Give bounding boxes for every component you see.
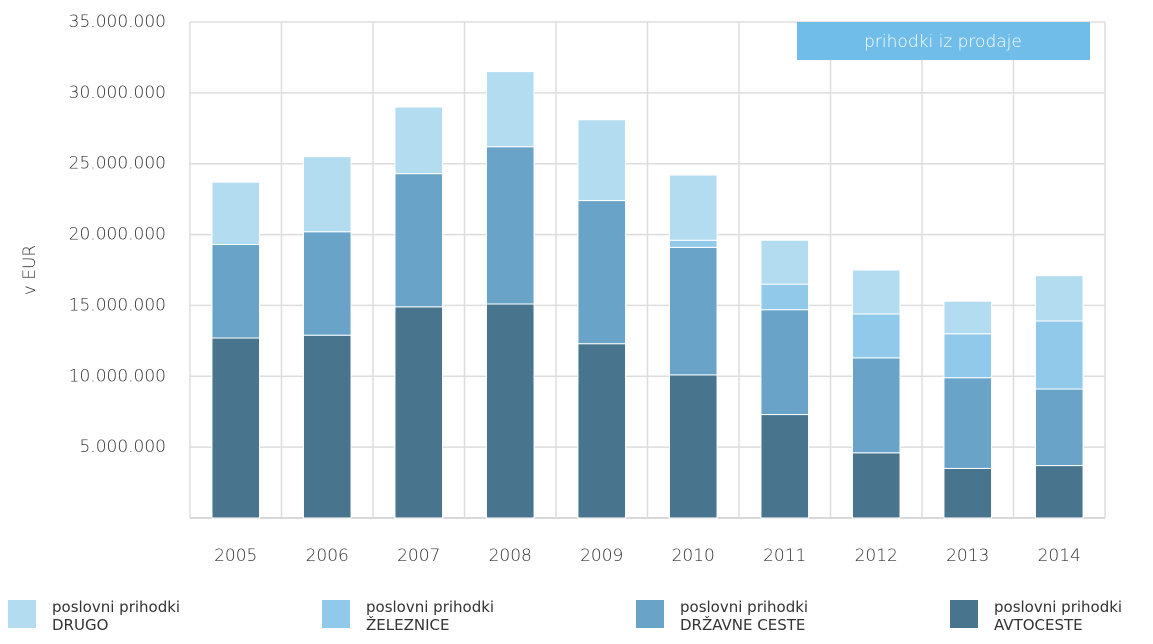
y-tick-label: 30.000.000 — [69, 83, 166, 103]
bar-segment — [851, 269, 901, 315]
bar-segment — [943, 467, 993, 519]
y-tick-label: 20.000.000 — [69, 225, 166, 245]
bar-segment — [485, 71, 535, 148]
bar-segment — [760, 309, 810, 416]
x-tick-label: 2010 — [672, 546, 715, 566]
legend-label: poslovni prihodki DRUGO — [52, 598, 181, 634]
chart: prihodki iz prodaje v EUR 5.000.000 10.00… — [20, 12, 1106, 566]
legend-item: poslovni prihodki DRŽAVNE CESTE — [636, 598, 808, 634]
bar-segment — [943, 377, 993, 469]
legend-swatch — [950, 600, 978, 628]
bar-segment — [668, 374, 718, 519]
bar-segment — [394, 106, 444, 175]
legend-item: poslovni prihodki AVTOCESTE — [950, 598, 1122, 634]
legend: poslovni prihodki DRUGO poslovni prihodki… — [0, 598, 1153, 644]
legend-swatch — [8, 600, 36, 628]
legend-label: poslovni prihodki DRŽAVNE CESTE — [680, 598, 809, 634]
bar-segment — [394, 306, 444, 519]
legend-label: poslovni prihodki ŽELEZNICE — [366, 598, 495, 634]
bar-segment — [485, 303, 535, 519]
legend-swatch — [322, 600, 350, 628]
badge: prihodki iz prodaje — [864, 32, 1022, 52]
bar-segment — [1034, 320, 1084, 390]
bar-segment — [302, 231, 352, 336]
legend-item: poslovni prihodki ŽELEZNICE — [322, 598, 494, 634]
x-tick-label: 2007 — [397, 546, 440, 566]
bar-segment — [577, 119, 627, 202]
bar-segment — [577, 343, 627, 519]
badge-bg — [797, 22, 1090, 60]
x-tick-label: 2009 — [580, 546, 623, 566]
bar-segment — [211, 181, 261, 245]
bar-segment — [577, 200, 627, 345]
bar-segment — [851, 313, 901, 359]
x-tick-label: 2008 — [489, 546, 532, 566]
bar-segment — [760, 239, 810, 285]
bar-segment — [760, 414, 810, 519]
bar-segment — [1034, 465, 1084, 519]
bar-segment — [1034, 275, 1084, 322]
x-tick-label: 2012 — [855, 546, 898, 566]
y-axis-label: v EUR — [20, 245, 40, 295]
bar-segment — [760, 283, 810, 311]
y-tick-label: 35.000.000 — [69, 12, 166, 32]
y-tick-label: 5.000.000 — [79, 437, 166, 457]
bar-segment — [943, 300, 993, 335]
bar-segment — [668, 246, 718, 376]
bar-segment — [302, 156, 352, 233]
bar-segment — [851, 452, 901, 519]
bar-segment — [485, 146, 535, 305]
bar-segment — [211, 243, 261, 339]
bar-segment — [851, 357, 901, 454]
legend-label: poslovni prihodki AVTOCESTE — [994, 598, 1123, 634]
bar-segment — [211, 337, 261, 519]
y-tick-label: 10.000.000 — [69, 366, 166, 386]
bar-segment — [668, 174, 718, 241]
x-tick-label: 2011 — [763, 546, 806, 566]
legend-item: poslovni prihodki DRUGO — [8, 598, 180, 634]
y-tick-label: 15.000.000 — [69, 295, 166, 315]
bar-segment — [1034, 388, 1084, 467]
y-tick-label: 25.000.000 — [69, 154, 166, 174]
x-tick-label: 2006 — [306, 546, 349, 566]
bar-segment — [943, 333, 993, 379]
x-tick-label: 2014 — [1038, 546, 1081, 566]
bar-segment — [394, 173, 444, 308]
x-tick-label: 2013 — [946, 546, 989, 566]
x-tick-label: 2005 — [214, 546, 257, 566]
bar-segment — [668, 239, 718, 248]
legend-swatch — [636, 600, 664, 628]
bar-segment — [302, 334, 352, 519]
